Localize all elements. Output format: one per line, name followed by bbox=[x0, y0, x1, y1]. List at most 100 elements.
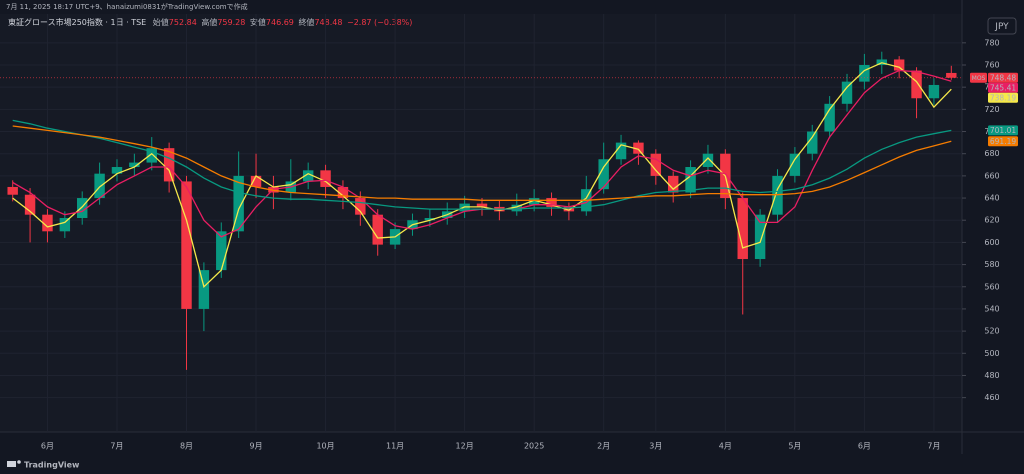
label: 終値 bbox=[298, 17, 314, 27]
x-tick-label: 9月 bbox=[249, 442, 262, 451]
price-tag-label: 701.01 bbox=[990, 126, 1016, 135]
brand-logo bbox=[7, 460, 21, 467]
candle-body bbox=[198, 270, 210, 309]
x-tick-label: 4月 bbox=[719, 442, 732, 451]
price-tag-label: 691.19 bbox=[990, 137, 1016, 146]
price-tag-label: 748.48 bbox=[990, 73, 1016, 82]
x-tick-label: 12月 bbox=[456, 442, 474, 451]
y-tick-label: 780 bbox=[984, 38, 999, 47]
candle-body bbox=[94, 173, 105, 199]
candle-body bbox=[667, 175, 679, 193]
attribution: 7月 11, 2025 18:17 UTC+9、hanaizumi0831がTr… bbox=[6, 2, 248, 11]
x-tick-label: 2月 bbox=[597, 442, 610, 451]
x-tick-label: 6月 bbox=[41, 442, 54, 451]
y-tick-label: 460 bbox=[984, 393, 999, 402]
candles bbox=[7, 51, 957, 370]
plot-area bbox=[0, 14, 962, 432]
label: 安値 bbox=[250, 17, 266, 27]
price-tag bbox=[988, 136, 1018, 147]
candle-body bbox=[789, 153, 801, 176]
candle-body bbox=[320, 170, 331, 187]
x-tick-label: 7月 bbox=[927, 442, 940, 451]
y-tick-label: 480 bbox=[984, 371, 999, 380]
logo-mark bbox=[7, 461, 16, 467]
candle-body bbox=[563, 206, 575, 212]
value: 752.84 bbox=[169, 18, 197, 27]
countdown-label: MOS bbox=[972, 75, 986, 82]
candle-body bbox=[633, 142, 644, 154]
label: 始値 bbox=[153, 17, 169, 27]
x-tick-label: 5月 bbox=[788, 442, 801, 451]
candle-body bbox=[250, 175, 262, 187]
candle-body bbox=[146, 148, 157, 163]
candle-body bbox=[42, 214, 53, 232]
x-tick-label: 7月 bbox=[110, 442, 123, 451]
countdown-tag bbox=[970, 72, 987, 83]
candle-body bbox=[737, 198, 748, 260]
header: 東証グロース市場250指数 · 1日 · TSE 始値752.84 高値759.… bbox=[8, 17, 412, 27]
value: 748.48 bbox=[314, 18, 342, 27]
candle-body bbox=[372, 214, 383, 245]
y-tick-label: 520 bbox=[984, 327, 999, 336]
candle-body bbox=[163, 148, 175, 182]
candle-body bbox=[859, 65, 870, 82]
candle-body bbox=[650, 153, 662, 176]
brand: TradingView bbox=[24, 461, 80, 470]
candle-body bbox=[7, 186, 18, 195]
y-tick-label: 720 bbox=[984, 105, 999, 114]
value: 746.69 bbox=[266, 18, 294, 27]
x-tick-label: 11月 bbox=[386, 442, 404, 451]
symbol: 東証グロース市場250指数 · 1日 · TSE bbox=[8, 17, 146, 27]
candle-body bbox=[77, 198, 88, 219]
candle-body bbox=[111, 167, 123, 174]
candle-body bbox=[511, 204, 522, 212]
candle-body bbox=[476, 203, 488, 207]
candle-body bbox=[59, 218, 71, 232]
candle-body bbox=[302, 170, 314, 182]
y-tick-label: 620 bbox=[984, 216, 999, 225]
label: 高値 bbox=[201, 17, 217, 27]
price-tag-label: 738.19 bbox=[990, 93, 1016, 102]
candle-body bbox=[928, 84, 940, 99]
value: 759.28 bbox=[217, 18, 245, 27]
candle-body bbox=[685, 167, 696, 193]
candle-body bbox=[841, 81, 853, 104]
moving-average bbox=[12, 119, 952, 210]
y-tick-label: 680 bbox=[984, 149, 999, 158]
candle-body bbox=[233, 175, 244, 232]
candle-body bbox=[216, 231, 227, 271]
y-tick-label: 560 bbox=[984, 282, 999, 291]
candle-body bbox=[893, 59, 905, 71]
price-tag bbox=[988, 82, 1018, 93]
x-tick-label: 10月 bbox=[316, 442, 334, 451]
y-tick-label: 500 bbox=[984, 349, 999, 358]
candle-body bbox=[598, 159, 609, 190]
moving-average bbox=[12, 125, 952, 201]
x-tick-label: 3月 bbox=[649, 442, 662, 451]
candle-body bbox=[546, 198, 557, 207]
grid bbox=[0, 14, 962, 432]
candle-body bbox=[946, 72, 957, 78]
x-tick-label: 8月 bbox=[180, 442, 193, 451]
y-tick-label: 660 bbox=[984, 171, 999, 180]
currency[interactable]: JPY bbox=[994, 22, 1009, 32]
candle-body bbox=[911, 70, 922, 99]
y-tick-label: 600 bbox=[984, 238, 999, 247]
candle-body bbox=[824, 103, 835, 132]
y-tick-label: 580 bbox=[984, 260, 999, 269]
candle-body bbox=[129, 162, 140, 168]
price-tag bbox=[988, 125, 1018, 136]
y-tick-label: 540 bbox=[984, 304, 999, 313]
candle-body bbox=[24, 194, 36, 215]
candle-body bbox=[807, 131, 818, 154]
currency-button[interactable] bbox=[987, 17, 1017, 35]
moving-average bbox=[12, 62, 952, 289]
price-tag bbox=[988, 72, 1018, 83]
change: −2.87 (−0.38%) bbox=[347, 18, 412, 27]
candle-body bbox=[424, 218, 436, 221]
price-tag-label: 745.41 bbox=[990, 83, 1016, 92]
price-tag bbox=[988, 92, 1018, 103]
y-tick-label: 760 bbox=[984, 61, 999, 70]
candle-body bbox=[337, 186, 349, 199]
